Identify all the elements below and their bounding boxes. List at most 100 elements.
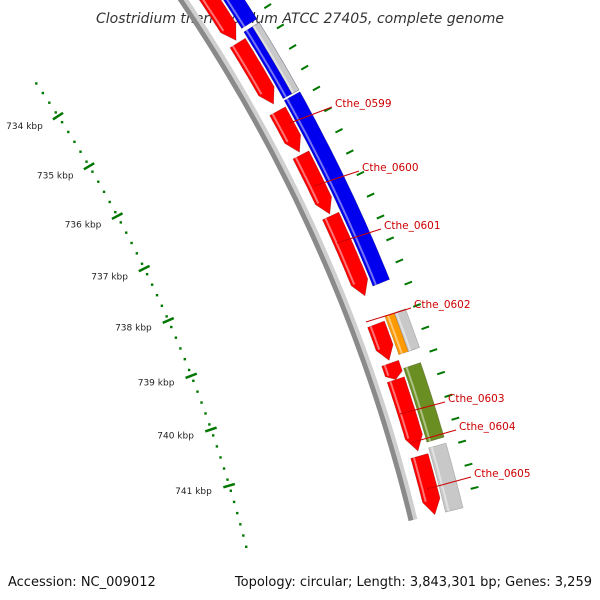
no-hit-gray — [251, 22, 300, 95]
tick-guide-dot — [222, 467, 226, 470]
tick-guide-dot — [67, 130, 70, 134]
tick-guide-dot — [73, 140, 76, 144]
scale-tick — [111, 212, 124, 221]
gene-label-text: Cthe_0600 — [362, 162, 419, 174]
outer-tick — [263, 3, 272, 10]
tick-guide-dot — [119, 221, 123, 224]
gene-label-cthe_0603: Cthe_0603 — [399, 393, 505, 415]
outer-tick — [345, 149, 354, 155]
tick-guide-dot — [239, 523, 242, 526]
feature-tracks — [199, 0, 479, 516]
tick-guide-dot — [60, 120, 64, 124]
blast-hit-green — [403, 362, 445, 443]
scale-tick — [83, 162, 95, 171]
tick-guide-dot — [135, 252, 139, 255]
tick-guide-dot — [102, 190, 106, 194]
outer-tick — [376, 214, 385, 220]
tick-guide-dot — [41, 91, 45, 95]
outer-tick — [470, 485, 479, 490]
scale-tick-label: 734 kbp — [6, 122, 43, 132]
outer-tick — [366, 192, 375, 198]
tick-guide-dot — [226, 478, 229, 481]
outer-tick — [436, 370, 446, 376]
tick-guide-dot — [174, 336, 178, 339]
tick-guide-dot — [211, 434, 215, 437]
cds-arrow — [292, 150, 332, 215]
tick-guide-dot — [242, 534, 245, 537]
cds-arrow — [410, 453, 441, 516]
tick-guide-dot — [187, 368, 191, 372]
tick-dots — [35, 82, 248, 548]
tick-guide-dot — [48, 101, 51, 104]
tick-guide-dot — [165, 315, 168, 318]
gene-label-cthe_0602: Cthe_0602 — [365, 299, 471, 323]
outer-tick — [404, 280, 413, 286]
gene-leader-line — [409, 429, 457, 444]
gene-label-text: Cthe_0605 — [474, 468, 531, 480]
outer-tick — [444, 393, 453, 398]
scale-ticks: 734 kbp 735 kbp 736 kbp 737 kbp 738 kbp 739 k… — [6, 111, 236, 497]
scale-tick-label: 735 kbp — [37, 171, 74, 181]
cds-arrow — [269, 106, 302, 153]
accession-text: Accession: NC_009012 — [8, 575, 156, 590]
scale-tick-label: 736 kbp — [65, 221, 102, 231]
cds-arrow — [367, 320, 394, 361]
cds-arrow — [199, 0, 237, 41]
outer-tick — [457, 439, 467, 444]
gene-label-cthe_0601: Cthe_0601 — [336, 220, 441, 244]
tick-guide-dot — [79, 150, 82, 153]
tick-guide-dot — [145, 272, 149, 276]
tick-guide-dot — [183, 357, 186, 361]
cds-arrow — [386, 376, 423, 452]
tick-guide-dot — [229, 489, 233, 492]
scale-tick — [222, 482, 236, 489]
gene-label-text: Cthe_0601 — [384, 220, 441, 232]
gene-label-cthe_0605: Cthe_0605 — [426, 468, 531, 490]
gene-leader-line — [313, 170, 360, 187]
scale-tick — [162, 316, 175, 325]
tick-guide-dot — [130, 241, 133, 245]
outer-tick — [334, 127, 344, 134]
gene-leader-line — [365, 307, 412, 323]
scale-tick — [138, 264, 151, 273]
gene-leader-line — [336, 228, 382, 244]
outer-tick — [451, 416, 460, 421]
tick-guide-dot — [200, 401, 203, 404]
outer-tick — [464, 462, 473, 467]
tick-guide-dot — [170, 325, 173, 329]
gene-label-cthe_0604: Cthe_0604 — [409, 421, 516, 444]
tick-guide-dot — [160, 304, 164, 307]
outer-tick — [356, 170, 365, 177]
blast-hit-blue — [283, 91, 390, 287]
no-hit-gray — [393, 308, 420, 352]
cds-arrow — [381, 359, 403, 380]
scale-tick-label: 739 kbp — [138, 378, 175, 388]
genome-summary-text: Topology: circular; Length: 3,843,301 bp… — [234, 575, 592, 590]
outer-tick — [429, 348, 438, 353]
outer-tick — [276, 23, 285, 30]
outer-tick — [421, 325, 430, 331]
outer-tick — [300, 64, 309, 71]
gene-label-text: Cthe_0599 — [335, 98, 392, 110]
tick-guide-dot — [204, 412, 207, 415]
tick-guide-dot — [91, 170, 94, 173]
tick-guide-dot — [150, 283, 154, 286]
scale-tick — [204, 426, 218, 433]
gene-label-cthe_0600: Cthe_0600 — [313, 162, 419, 187]
gene-label-text: Cthe_0604 — [459, 421, 516, 433]
no-hit-gray — [428, 442, 464, 513]
blast-hit-blue — [223, 0, 258, 29]
cds-arrow — [322, 211, 369, 297]
outer-tick — [288, 44, 297, 50]
gene-leader-line — [426, 476, 472, 490]
scale-tick — [52, 111, 64, 121]
tick-guide-dot — [54, 111, 57, 114]
cds-arrow — [229, 37, 275, 105]
tick-guide-dot — [35, 82, 38, 85]
outer-tick — [412, 303, 422, 308]
tick-guide-dot — [108, 200, 111, 204]
tick-guide-dot — [155, 294, 159, 297]
tick-guide-dot — [232, 500, 236, 504]
tick-guide-dot — [114, 210, 117, 214]
